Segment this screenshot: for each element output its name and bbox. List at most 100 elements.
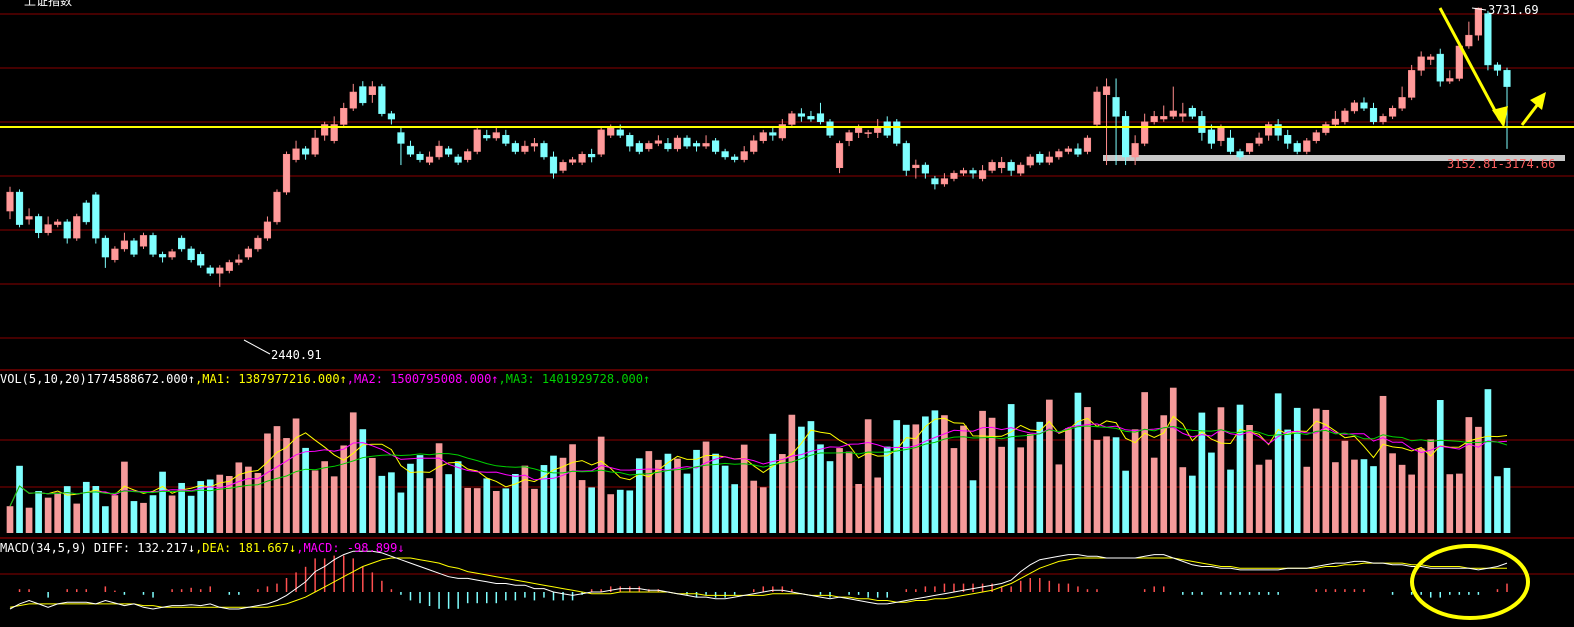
candle-body [549,156,558,174]
volume-bar [874,477,882,533]
candle-body [893,121,901,144]
volume-bar [435,443,443,533]
candle-body [835,143,844,169]
volume-bar [1312,408,1320,533]
volume-bar [645,451,653,533]
candle-body [168,251,176,258]
volume-bar [1455,473,1463,533]
candle-body [750,140,758,152]
candle-body [807,116,815,120]
volume-bar [893,420,901,533]
down-arrow-shaft [1438,7,1502,121]
candle-body [616,129,624,136]
candle-body [63,221,71,239]
volume-bar [216,474,224,533]
volume-bar [1351,459,1358,533]
volume-bar [1131,429,1139,533]
candle-body [1284,135,1292,144]
macd-diff-line [9,550,1508,610]
candle-body [731,156,739,160]
candle-body [816,113,825,123]
candle-body [254,237,262,250]
candle-body [1369,107,1378,123]
volume-bar [731,484,738,533]
volume-bar [283,438,290,533]
volume-bar [416,455,424,533]
candle-body [1427,56,1435,60]
candle-body [883,121,891,136]
volume-bar [63,486,71,533]
volume-bar [359,429,367,533]
candle-body [645,143,653,150]
candle-body [1274,124,1282,136]
volume-bar [855,483,862,533]
candle-body [149,235,157,255]
candle-body [15,191,24,225]
candle-body [978,170,987,179]
candle-body [1074,148,1082,155]
candle-body [1188,107,1196,117]
candle-body [130,240,138,255]
volume-bar [1503,467,1511,533]
low-pointer [243,339,271,355]
candle-body [301,148,310,155]
candle-body [120,240,129,250]
volume-bar [82,481,90,533]
volume-bar [178,482,185,533]
candle-body [349,91,357,109]
candle-body [1207,129,1216,144]
volume-bar [740,444,748,533]
volume-bar [302,447,309,533]
volume-bar [1122,470,1129,533]
volume-bar [1322,409,1330,533]
down-arrow-head [1492,106,1508,128]
candle-body [54,221,62,225]
candle-body [578,153,586,163]
volume-bar [998,446,1005,533]
candle-body [454,156,462,163]
volume-bar [1150,457,1158,533]
volume-bar [550,455,557,533]
candle-body [1217,126,1225,141]
volume-bar [1284,429,1292,533]
candle-body [178,237,186,250]
candle-body [959,170,968,174]
candle-body [1312,132,1320,141]
volume-bar [826,461,834,533]
volume-ma2-line [9,423,1508,507]
volume-bar [111,495,119,533]
volume-bar [607,494,615,533]
candle-body [778,124,786,139]
volume-bar [1427,439,1435,533]
volume-bar [426,478,433,533]
volume-bar [149,495,157,533]
volume-bar [1417,448,1425,533]
volume-bar [1055,464,1063,533]
candle-body [1141,121,1149,144]
candle-body [1408,70,1416,98]
candle-body [111,248,119,261]
candle-body [35,216,43,233]
volume-bar [693,449,700,533]
volume-bar [883,446,891,533]
volume-bar [569,444,576,533]
candle-body [559,162,567,171]
volume-bar [168,495,176,533]
up-arrow-head [1530,92,1546,110]
candle-body [1255,137,1263,144]
volume-bar [1169,387,1177,533]
volume-bar [44,497,52,533]
candle-body [273,191,281,223]
volume-bar [1160,415,1168,533]
volume-bar [588,487,595,533]
volume-bar [559,457,567,533]
candle-body [1388,107,1397,117]
candle-body [1303,140,1311,152]
volume-bar [1198,412,1206,533]
candle-body [25,216,33,220]
candle-body [263,221,272,239]
volume-bar [1379,395,1387,533]
candle-body [530,143,539,147]
candle-body [139,235,148,247]
